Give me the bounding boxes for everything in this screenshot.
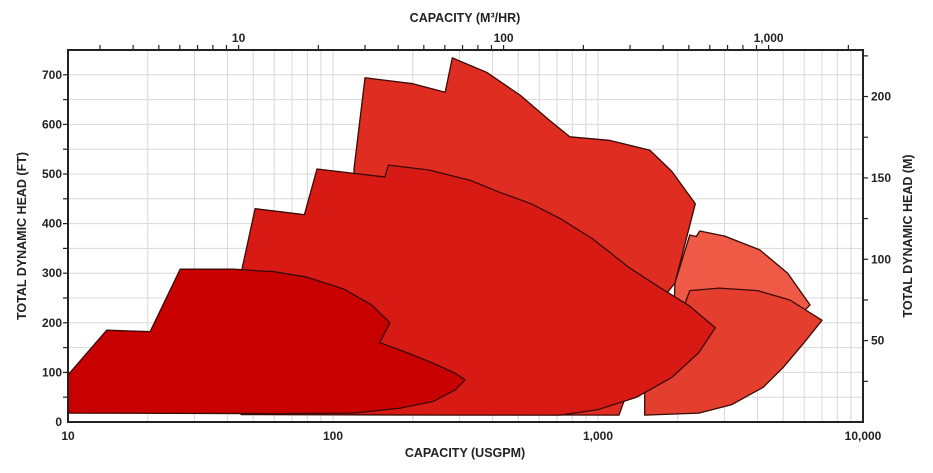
y-tick-label: 100 [42,365,62,379]
y2-axis-title: TOTAL DYNAMIC HEAD (M) [901,154,915,317]
y2-tick-label: 150 [871,171,891,185]
y2-tick-label: 200 [871,90,891,104]
y-tick-label: 400 [42,217,62,231]
x2-tick-label: 100 [494,31,514,45]
ticks: 10 100 1,000 10,000 0 100 200 300 400 500 600 700 10… [42,31,891,443]
y-tick-label: 0 [55,415,62,429]
y2-tick-label: 50 [871,334,885,348]
x-tick-label: 100 [323,429,343,443]
y2-tick-label: 100 [871,252,891,266]
y-tick-label: 500 [42,167,62,181]
y-tick-label: 700 [42,68,62,82]
x2-tick-label: 10 [232,31,246,45]
x2-axis-title: CAPACITY (M³/HR) [410,11,521,25]
x-tick-label: 10 [61,429,75,443]
y-tick-label: 200 [42,316,62,330]
y-axis-title: TOTAL DYNAMIC HEAD (FT) [15,152,29,320]
y-tick-label: 300 [42,266,62,280]
x-axis-title: CAPACITY (USGPM) [405,446,525,460]
x2-tick-label: 1,000 [754,31,784,45]
performance-areas [67,57,823,416]
performance-area-range-1 [67,268,466,415]
x-tick-label: 1,000 [583,429,613,443]
plot-frame [67,49,864,423]
x-tick-label: 10,000 [845,429,882,443]
y-tick-label: 600 [42,117,62,131]
